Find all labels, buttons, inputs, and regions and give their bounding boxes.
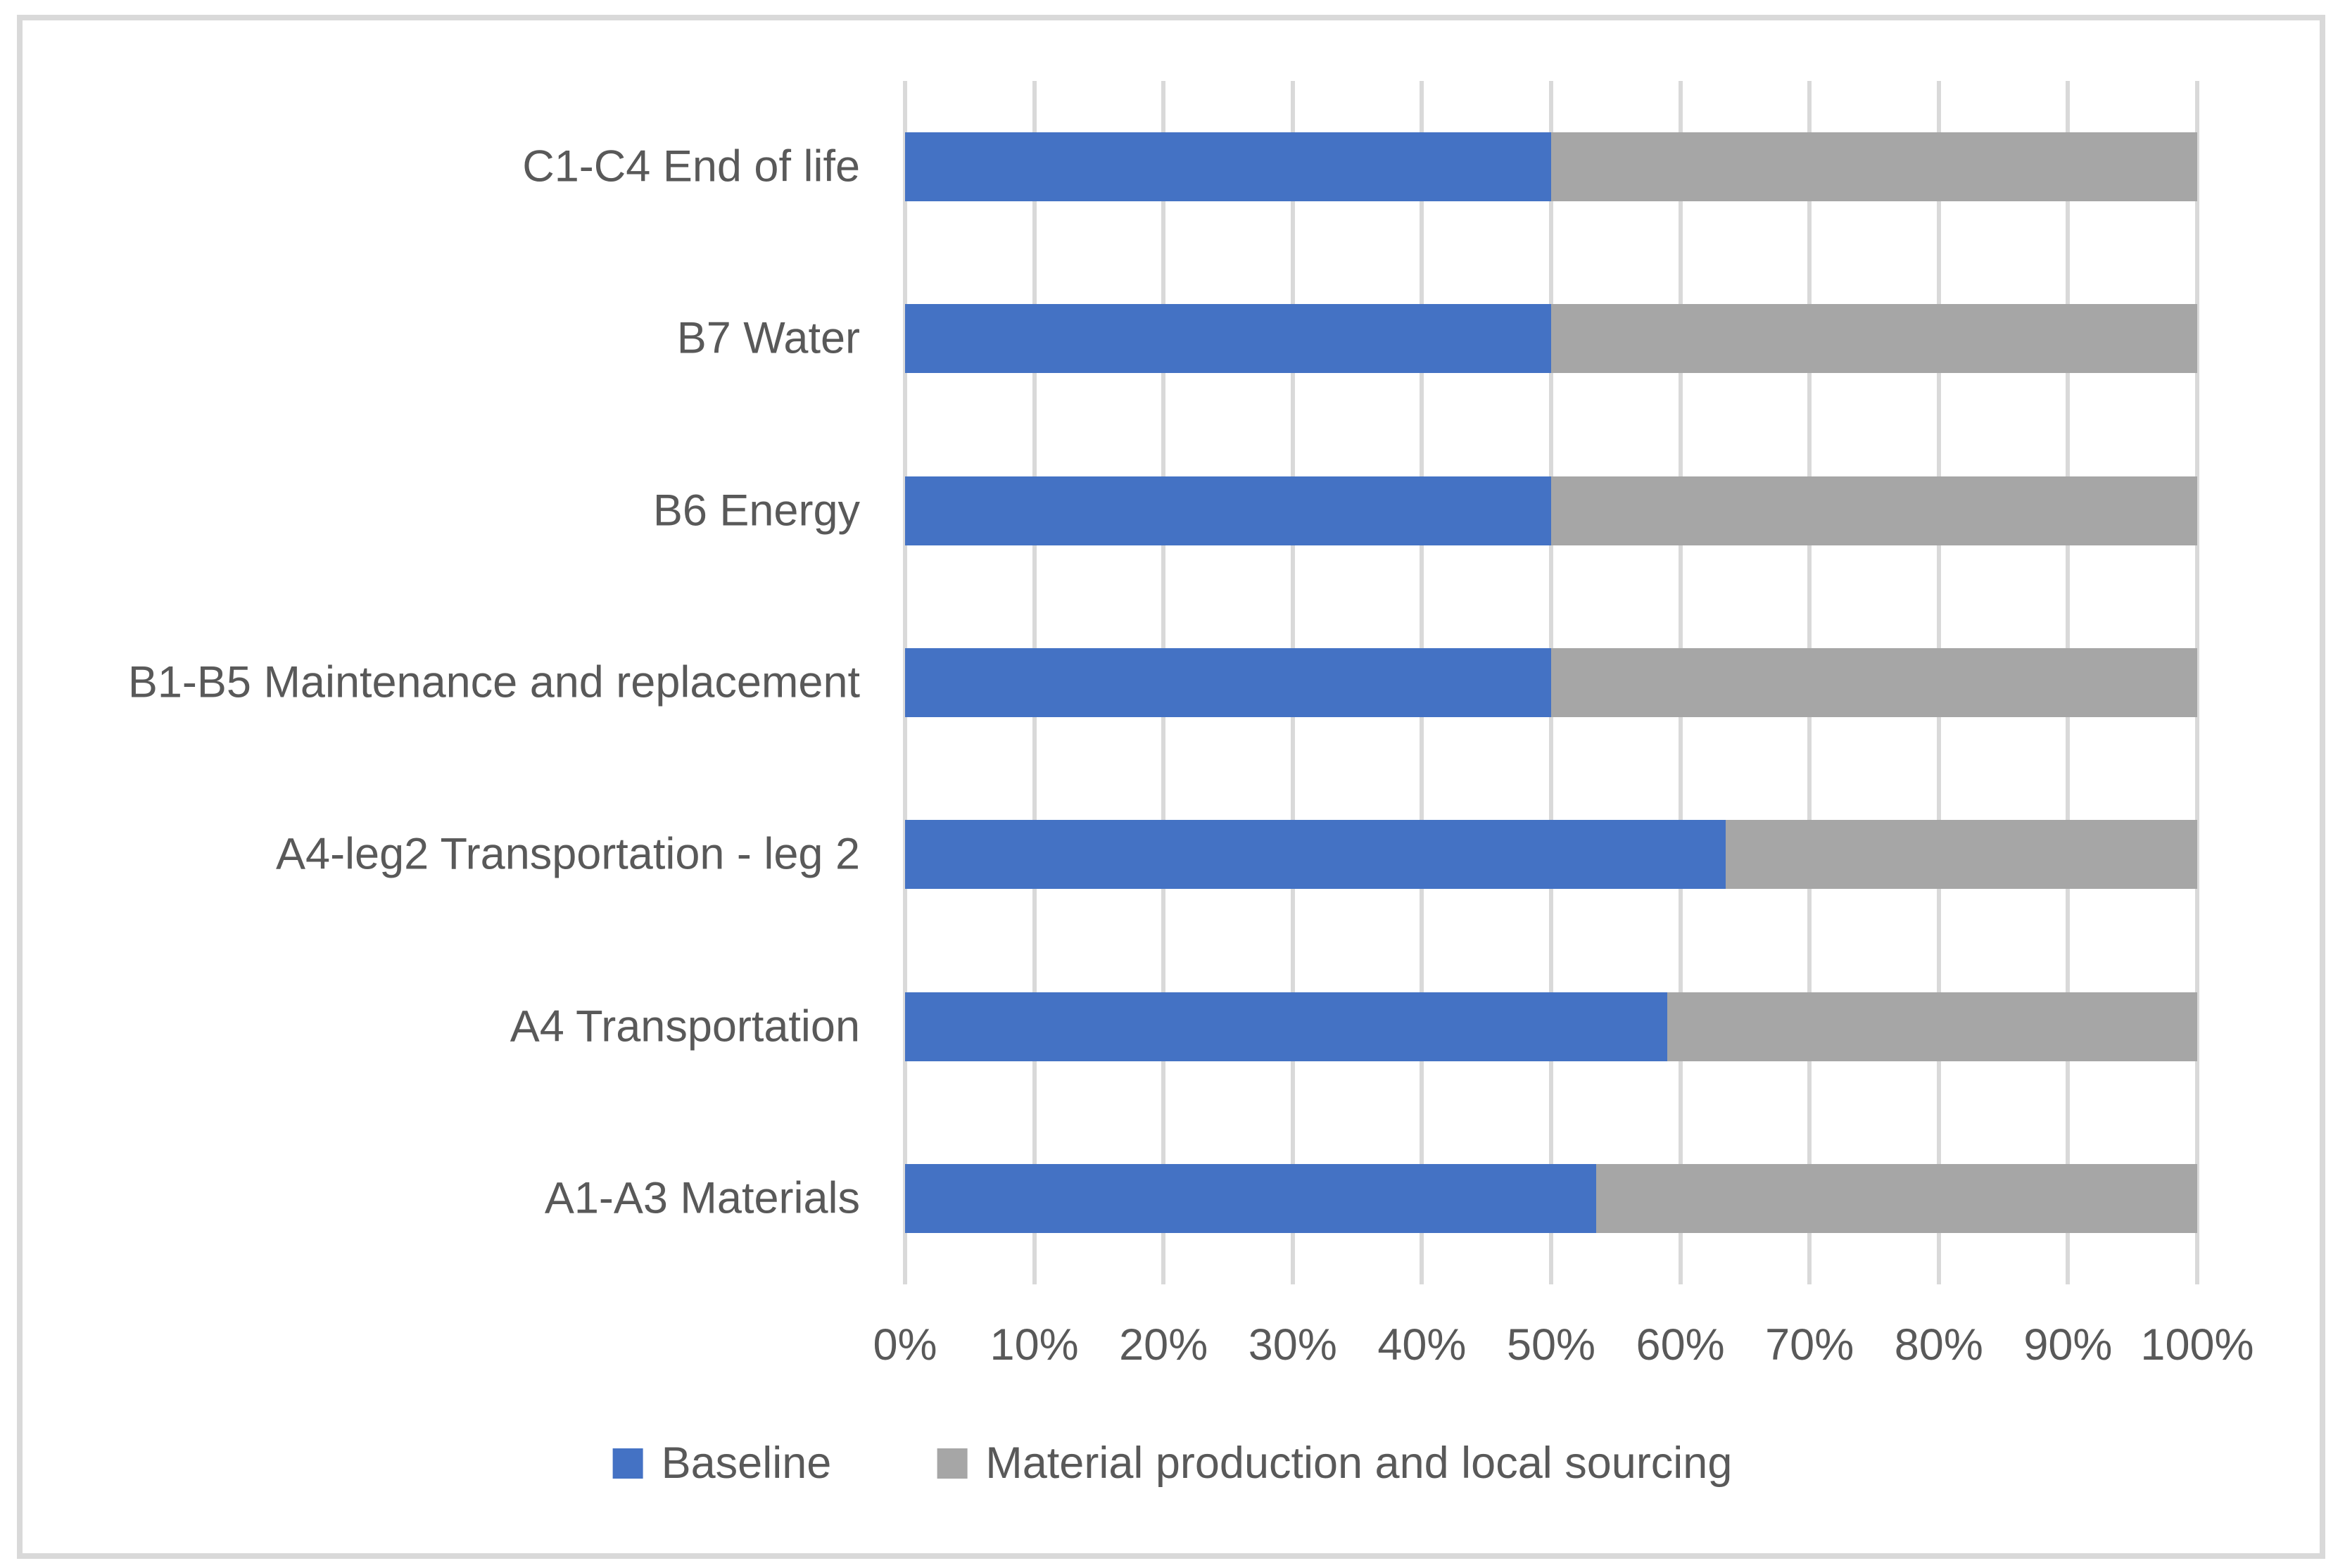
bar-row (905, 132, 2197, 202)
bar-row (905, 992, 2197, 1061)
material-bar-segment (1667, 992, 2197, 1061)
x-axis-tick-label: 80% (1894, 1320, 1983, 1370)
figure-border (17, 15, 2325, 1559)
x-axis-tick-label: 70% (1765, 1320, 1854, 1370)
baseline-bar-segment (905, 132, 1551, 202)
bar-row (905, 648, 2197, 717)
legend-item-baseline: Baseline (612, 1439, 832, 1488)
category-label: B7 Water (676, 313, 860, 363)
x-axis-tick-label: 20% (1119, 1320, 1208, 1370)
material-bar-segment (1551, 648, 2197, 717)
material-bar-segment (1596, 1163, 2197, 1233)
legend-item-material: Material production and local sourcing (937, 1441, 1732, 1486)
baseline-bar-segment (905, 1163, 1597, 1233)
baseline-bar-segment (905, 476, 1551, 545)
material-bar-segment (1551, 304, 2197, 374)
legend-label: Material production and local sourcing (985, 1439, 1733, 1488)
legend-swatch-baseline-icon (612, 1448, 643, 1479)
plot-area (903, 81, 2199, 1284)
category-label: A1-A3 Materials (544, 1173, 860, 1223)
x-axis-tick-label: 30% (1248, 1320, 1337, 1370)
x-axis-tick-label: 100% (2140, 1320, 2254, 1370)
baseline-bar-segment (905, 820, 1726, 890)
x-axis-tick-label: 50% (1506, 1320, 1596, 1370)
baseline-bar-segment (905, 648, 1551, 717)
x-axis-tick-label: 60% (1636, 1320, 1725, 1370)
bar-row (905, 1163, 2197, 1233)
x-axis-tick-label: 0% (873, 1320, 937, 1370)
material-bar-segment (1725, 820, 2197, 890)
x-axis-tick-label: 10% (990, 1320, 1079, 1370)
legend: Baseline Material production and local so… (612, 1439, 1732, 1488)
category-label: A4-leg2 Transportation - leg 2 (276, 829, 860, 879)
value-axis: 0% 10% 20% 30% 40% 50% 60% 70% 80% 90% 100% (873, 1320, 2254, 1379)
x-axis-tick-label: 40% (1377, 1320, 1467, 1370)
bar-row (905, 476, 2197, 545)
baseline-bar-segment (905, 304, 1551, 374)
material-bar-segment (1551, 476, 2197, 545)
category-label: B6 Energy (652, 486, 860, 536)
category-label: C1-C4 End of life (522, 141, 860, 191)
baseline-bar-segment (905, 992, 1668, 1061)
bar-row (905, 820, 2197, 890)
category-label: B1-B5 Maintenance and replacement (127, 657, 860, 707)
x-axis-tick-label: 90% (2023, 1320, 2113, 1370)
legend-label: Baseline (661, 1439, 832, 1488)
material-bar-segment (1551, 132, 2197, 202)
category-label: A4 Transportation (510, 1001, 860, 1051)
legend-swatch-material-icon (937, 1448, 968, 1479)
gridline-100 (2195, 81, 2199, 1284)
bar-row (905, 304, 2197, 374)
